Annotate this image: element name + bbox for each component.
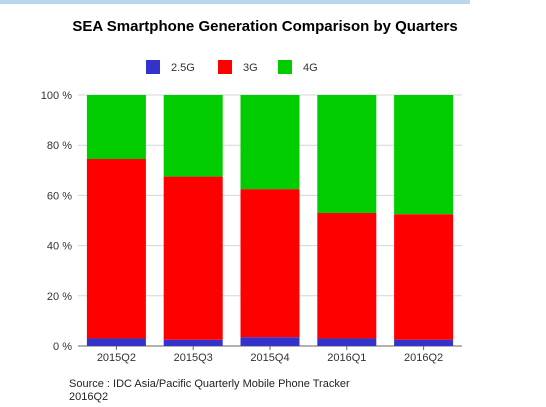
x-tick-label: 2016Q1 [327,352,366,364]
legend-swatch [218,60,232,74]
x-tick-label: 2016Q2 [404,352,443,364]
legend-label: 4G [303,62,318,74]
bar-segment [86,95,146,160]
y-tick-label: 60 % [47,190,72,202]
y-tick-label: 20 % [47,291,72,303]
legend-label: 2.5G [171,62,195,74]
bar-segment [317,95,377,213]
y-tick-label: 40 % [47,241,72,253]
source-note: Source : IDC Asia/Pacific Quarterly Mobi… [69,378,350,403]
x-tick-label: 2015Q3 [174,352,213,364]
bar-segment [317,338,377,346]
bar-segment [394,339,454,346]
legend-swatch [146,60,160,74]
y-tick-label: 100 % [41,90,72,102]
x-tick-label: 2015Q4 [250,352,289,364]
bar-segment [240,337,300,346]
bar-segment [163,339,223,346]
bar-segment [317,212,377,339]
y-tick-label: 0 % [53,341,72,353]
bar-segment [163,176,223,340]
bar-segment [163,95,223,177]
bar-segment [86,338,146,346]
legend-swatch [278,60,292,74]
top-rule [0,0,470,4]
bar-segment [240,189,300,338]
bar-segment [394,95,454,215]
legend-label: 3G [243,62,258,74]
bar-segment [394,214,454,340]
bar-segment [240,95,300,190]
x-tick-label: 2015Q2 [97,352,136,364]
bar-segment [86,159,146,339]
chart-title: SEA Smartphone Generation Comparison by … [72,18,458,35]
y-tick-label: 80 % [47,140,72,152]
